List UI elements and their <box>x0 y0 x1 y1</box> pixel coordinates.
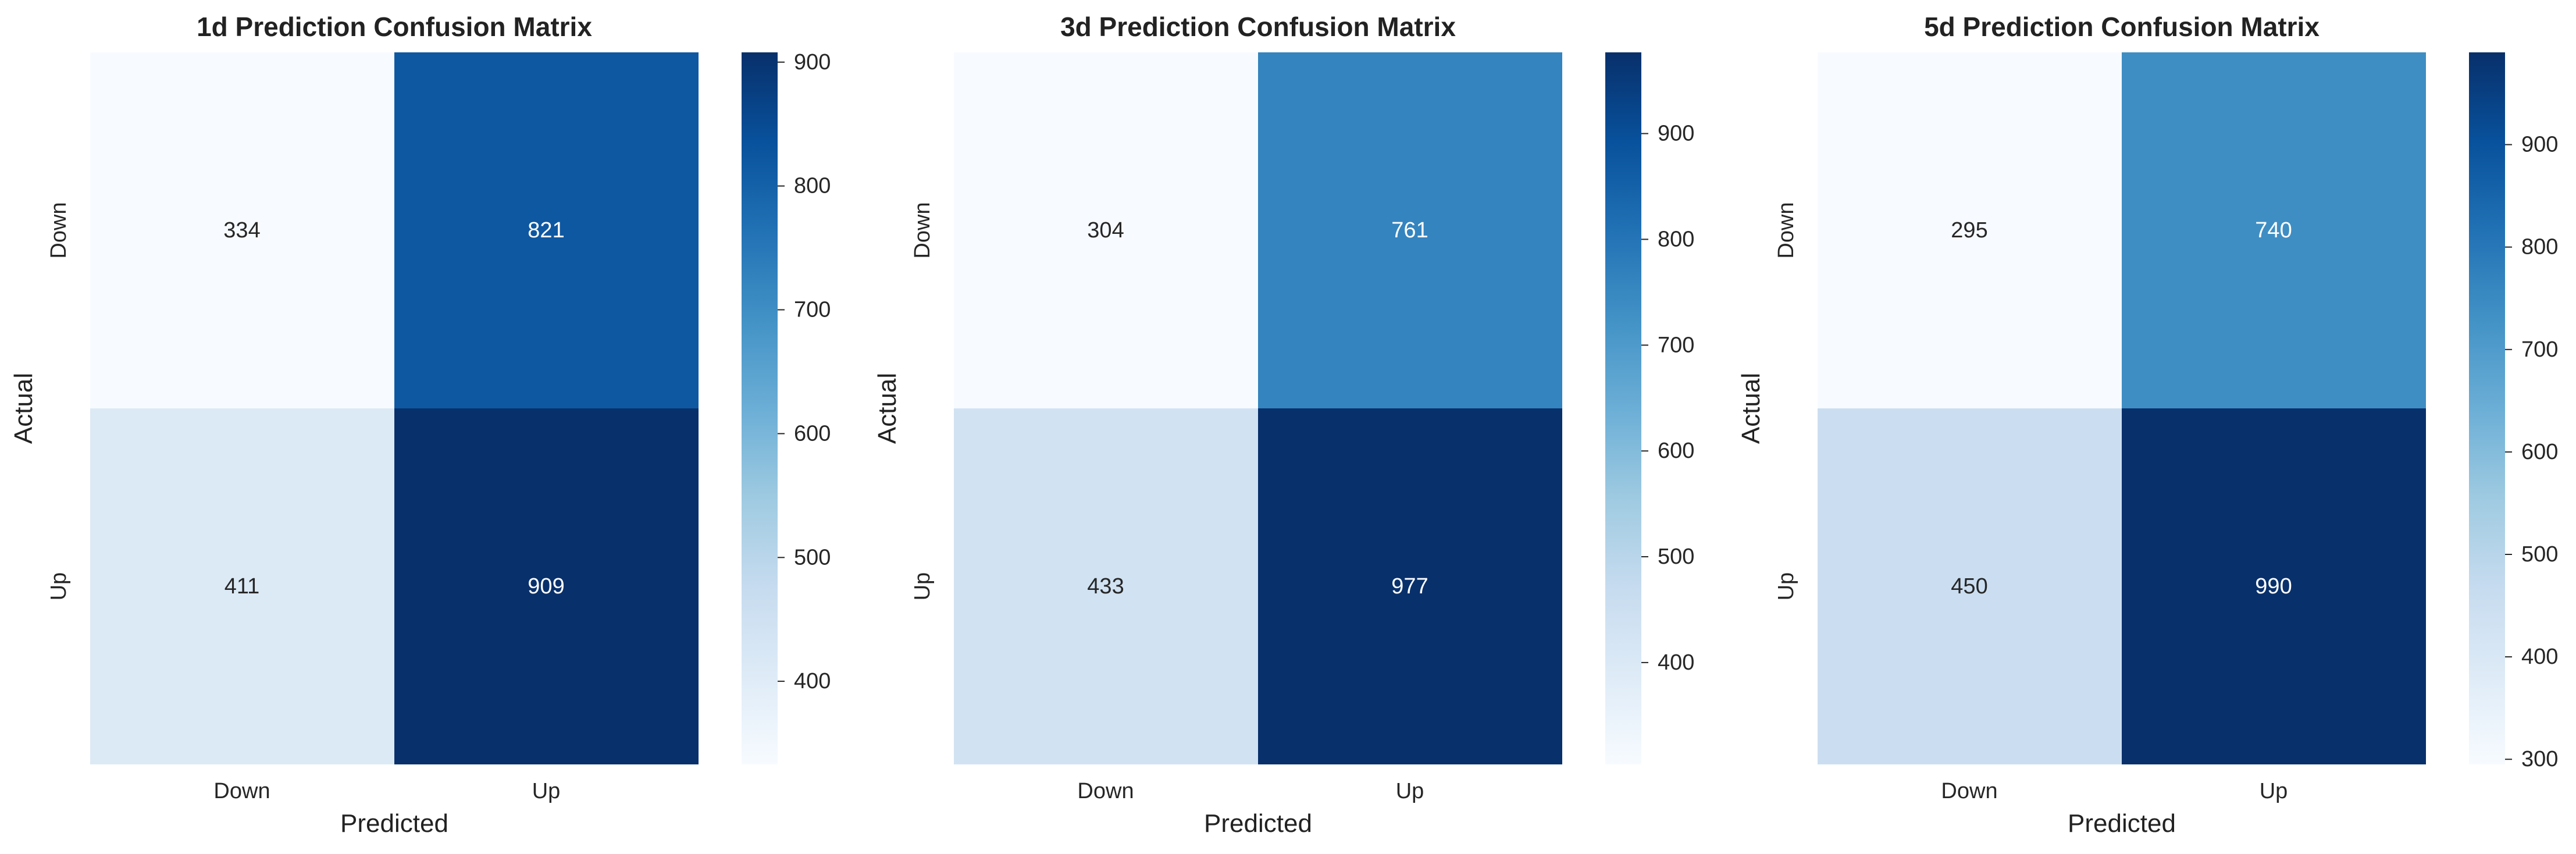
y-axis-label: Actual <box>9 373 38 444</box>
colorbar-tick-label: 900 <box>794 50 831 74</box>
x-axis-label: Predicted <box>2068 809 2176 838</box>
cell-value-label: 821 <box>528 218 564 243</box>
heatmap-cell <box>2122 408 2426 764</box>
colorbar-ticks: 300 400 500 600 700 800 900 <box>2505 133 2558 771</box>
colorbar-tick-label: 600 <box>1658 439 1694 463</box>
y-tick-label: Up <box>910 572 935 601</box>
x-tick-label: Down <box>1941 779 1997 803</box>
cell-value-label: 977 <box>1391 574 1428 599</box>
colorbar-tick-label: 900 <box>2521 133 2558 157</box>
colorbar-gradient <box>2469 52 2505 764</box>
heatmap-cells <box>954 52 1562 764</box>
cell-value-label: 761 <box>1391 218 1428 243</box>
colorbar-tick-label: 700 <box>2521 337 2558 362</box>
heatmap-cell <box>954 52 1258 408</box>
y-tick-label: Down <box>910 202 935 258</box>
cell-value-label: 295 <box>1951 218 1987 243</box>
chart-title: 1d Prediction Confusion Matrix <box>197 12 592 42</box>
panel-3d: 3d Prediction Confusion Matrix 304 761 4… <box>873 12 1694 838</box>
colorbar-tick-label: 600 <box>794 421 831 446</box>
panel-5d: 5d Prediction Confusion Matrix 295 740 4… <box>1737 12 2558 838</box>
x-tick-label: Down <box>213 779 270 803</box>
cell-labels: 304 761 433 977 <box>1087 218 1428 599</box>
colorbar-tick-label: 800 <box>2521 235 2558 259</box>
y-tick-label: Down <box>47 202 71 258</box>
x-tick-label: Up <box>1396 779 1424 803</box>
colorbar-tick-label: 700 <box>794 298 831 322</box>
panel-1d: 1d Prediction Confusion Matrix 334 821 4… <box>9 12 831 838</box>
cell-value-label: 433 <box>1087 574 1124 599</box>
colorbar-tick-label: 600 <box>2521 440 2558 464</box>
cell-value-label: 740 <box>2255 218 2292 243</box>
colorbar: 400 500 600 700 800 900 <box>742 50 831 764</box>
x-axis-label: Predicted <box>1204 809 1312 838</box>
heatmap-cells <box>1818 52 2426 764</box>
colorbar-tick-label: 500 <box>1658 545 1694 569</box>
chart-title: 5d Prediction Confusion Matrix <box>1924 12 2320 42</box>
colorbar-tick-label: 800 <box>1658 227 1694 251</box>
colorbar-ticks: 400 500 600 700 800 900 <box>778 50 831 693</box>
colorbar-tick-label: 700 <box>1658 333 1694 357</box>
heatmap-cell <box>1818 52 2122 408</box>
y-axis-label: Actual <box>873 373 902 444</box>
y-axis-label: Actual <box>1737 373 1765 444</box>
cell-labels: 295 740 450 990 <box>1951 218 2292 599</box>
cell-value-label: 411 <box>225 574 260 599</box>
colorbar-tick-label: 400 <box>2521 645 2558 669</box>
chart-title: 3d Prediction Confusion Matrix <box>1060 12 1456 42</box>
colorbar-gradient <box>1605 52 1641 764</box>
x-axis-label: Predicted <box>340 809 448 838</box>
cell-value-label: 909 <box>528 574 564 599</box>
heatmap-cell <box>90 408 394 764</box>
colorbar-tick-label: 500 <box>794 545 831 570</box>
colorbar: 400 500 600 700 800 900 <box>1605 52 1694 764</box>
colorbar-tick-label: 400 <box>794 669 831 693</box>
heatmap-cell <box>394 408 699 764</box>
heatmap-cell <box>2122 52 2426 408</box>
cell-value-label: 304 <box>1087 218 1124 243</box>
colorbar: 300 400 500 600 700 800 900 <box>2469 52 2558 771</box>
cell-labels: 334 821 411 909 <box>223 218 564 599</box>
heatmap-cell <box>1258 408 1562 764</box>
y-tick-label: Up <box>47 572 71 601</box>
colorbar-tick-label: 300 <box>2521 747 2558 771</box>
x-tick-label: Down <box>1077 779 1134 803</box>
colorbar-ticks: 400 500 600 700 800 900 <box>1641 122 1694 675</box>
x-tick-label: Up <box>532 779 561 803</box>
colorbar-tick-label: 500 <box>2521 542 2558 567</box>
colorbar-tick-label: 800 <box>794 174 831 198</box>
colorbar-tick-label: 400 <box>1658 650 1694 675</box>
x-tick-label: Up <box>2260 779 2288 803</box>
heatmap-cell <box>90 52 394 408</box>
y-tick-label: Up <box>1774 572 1798 601</box>
cell-value-label: 450 <box>1951 574 1987 599</box>
heatmap-cell <box>394 52 699 408</box>
colorbar-gradient <box>742 52 778 764</box>
heatmap-cell <box>1258 52 1562 408</box>
heatmap-cells <box>90 52 699 764</box>
y-tick-label: Down <box>1774 202 1798 258</box>
colorbar-tick-label: 900 <box>1658 122 1694 146</box>
cell-value-label: 334 <box>223 218 260 243</box>
heatmap-cell <box>954 408 1258 764</box>
cell-value-label: 990 <box>2255 574 2292 599</box>
heatmap-cell <box>1818 408 2122 764</box>
